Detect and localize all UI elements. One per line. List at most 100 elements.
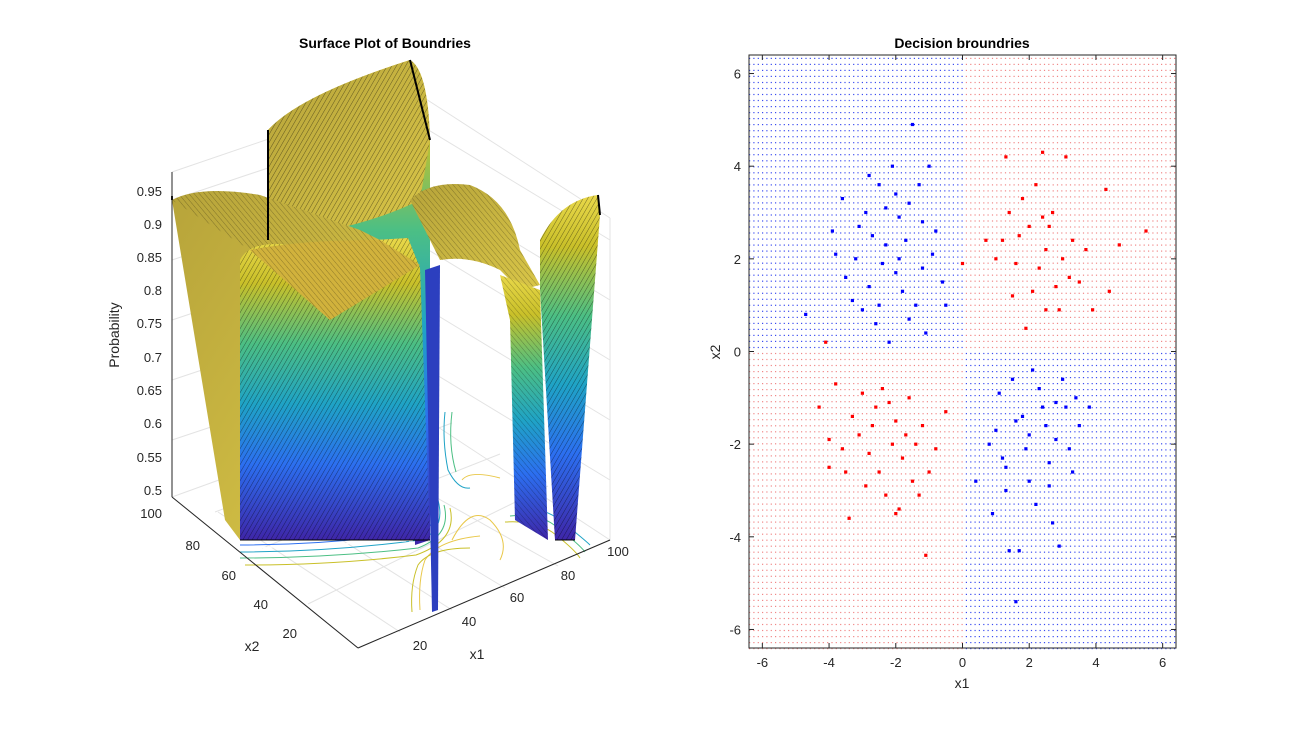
region-dot-blue (861, 256, 863, 258)
region-dot-blue (870, 166, 872, 168)
region-dot-red (801, 599, 803, 601)
region-dot-blue (944, 346, 946, 349)
region-dot-red (801, 557, 803, 559)
region-dot-red (913, 617, 915, 620)
region-dot-blue (749, 220, 751, 222)
region-dot-blue (900, 244, 902, 246)
region-dot-blue (788, 202, 790, 204)
region-dot-red (922, 557, 924, 559)
region-dot-red (952, 599, 954, 601)
region-dot-red (909, 539, 911, 541)
region-dot-red (935, 377, 937, 379)
region-dot-blue (896, 328, 898, 330)
region-dot-red (866, 455, 868, 457)
decision-plot-title: Decision broundries (894, 35, 1030, 51)
region-dot-red (818, 599, 820, 601)
region-dot-red (770, 515, 772, 517)
region-dot-blue (809, 148, 811, 150)
region-dot-red (861, 599, 863, 601)
region-dot-red (753, 527, 755, 529)
region-dot-red (840, 352, 842, 355)
region-dot-blue (835, 310, 837, 312)
region-dot-blue (840, 172, 842, 174)
region-dot-red (909, 497, 911, 499)
region-dot-blue (896, 340, 898, 342)
region-dot-red (853, 497, 855, 499)
region-dot-red (909, 563, 911, 565)
region-dot-red (788, 413, 790, 415)
region-dot-blue (835, 178, 837, 180)
region-dot-red (883, 443, 885, 445)
region-dot-blue (944, 328, 946, 330)
region-dot-red (857, 545, 859, 547)
region-dot-red (831, 358, 833, 361)
region-dot-red (783, 636, 785, 638)
region-dot-blue (753, 244, 755, 246)
region-dot-red (753, 545, 755, 547)
region-dot-blue (961, 118, 963, 120)
region-dot-blue (905, 87, 907, 90)
region-dot-red (883, 533, 885, 535)
region-dot-red (909, 364, 911, 367)
region-dot-blue (783, 214, 785, 216)
region-dot-blue (779, 316, 781, 318)
region-dot-red (853, 389, 855, 391)
region-dot-blue (757, 238, 759, 240)
region-dot-blue (961, 250, 963, 252)
region-dot-red (961, 642, 963, 644)
region-dot-red (922, 545, 924, 547)
region-dot-blue (853, 322, 855, 324)
region-dot-blue (788, 136, 790, 138)
region-dot-blue (857, 244, 859, 246)
region-dot-red (775, 551, 777, 553)
region-dot-red (913, 455, 915, 457)
region-dot-red (961, 581, 963, 583)
region-dot-red (879, 557, 881, 559)
region-dot-blue (857, 87, 859, 90)
region-dot-blue (948, 232, 950, 234)
region-dot-blue (935, 238, 937, 240)
region-dot-blue (831, 160, 833, 162)
region-dot-red (870, 629, 872, 632)
region-dot-red (952, 551, 954, 553)
region-dot-red (866, 545, 868, 547)
region-dot-red (939, 599, 941, 601)
region-dot-blue (766, 63, 768, 65)
region-dot-red (840, 431, 842, 433)
region-dot-red (809, 461, 811, 463)
region-dot-blue (801, 154, 803, 156)
region-dot-red (900, 581, 902, 583)
region-dot-red (887, 437, 889, 439)
region-dot-red (788, 443, 790, 445)
region-dot-blue (749, 256, 751, 258)
region-dot-blue (896, 280, 898, 282)
region-dot-blue (749, 160, 751, 162)
region-dot-blue (749, 238, 751, 240)
region-dot-blue (796, 178, 798, 180)
region-dot-blue (944, 208, 946, 210)
region-dot-blue (805, 226, 807, 228)
region-dot-blue (792, 184, 794, 186)
region-dot-red (770, 521, 772, 523)
region-dot-blue (957, 142, 959, 144)
region-dot-red (844, 364, 846, 367)
region-dot-blue (883, 244, 885, 246)
region-dot-blue (779, 160, 781, 162)
region-dot-red (861, 533, 863, 535)
region-dot-red (866, 407, 868, 409)
region-dot-red (874, 629, 876, 632)
region-dot-blue (757, 256, 759, 258)
region-dot-blue (883, 220, 885, 222)
region-dot-red (874, 539, 876, 541)
region-dot-blue (935, 292, 937, 294)
region-dot-blue (796, 172, 798, 174)
region-dot-red (922, 364, 924, 367)
region-dot-red (857, 636, 859, 638)
region-dot-blue (822, 250, 824, 252)
region-dot-red (762, 485, 764, 487)
region-dot-blue (788, 226, 790, 228)
region-dot-blue (926, 166, 928, 168)
region-dot-blue (948, 172, 950, 174)
region-dot-red (883, 642, 885, 644)
region-dot-blue (796, 196, 798, 198)
